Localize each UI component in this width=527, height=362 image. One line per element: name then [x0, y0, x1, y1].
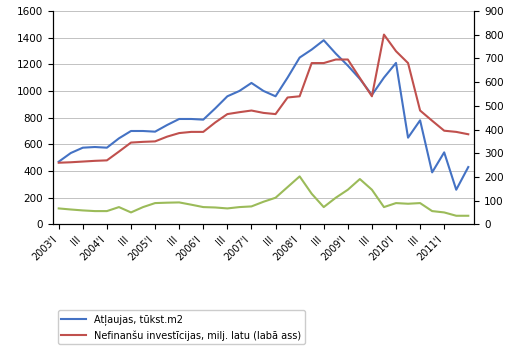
Atļaujas, tūkst.m2 — [140, 129, 146, 133]
Nefinanšu investīcijas, milj. latu (labā ass) — [176, 131, 182, 135]
Nefinanšu investīcijas, milj. latu (labā ass) — [272, 112, 279, 116]
Nefinanšu investīcijas, milj. latu (labā ass) — [116, 150, 122, 154]
Nefinanšu investīcijas, milj. latu (labā ass) — [152, 139, 158, 144]
Nefinanšu investīcijas, milj. latu (labā ass) — [381, 33, 387, 37]
Nefinanšu investīcijas, milj. latu (labā ass) — [212, 120, 219, 125]
Nefinanšu investīcijas, milj. latu (labā ass) — [453, 130, 460, 134]
Atļaujas, tūkst.m2 — [272, 94, 279, 98]
Atļaujas, tūkst.m2 — [176, 117, 182, 121]
Nefinanšu investīcijas, milj. latu (labā ass) — [67, 160, 74, 164]
Atļaujas, tūkst.m2 — [116, 136, 122, 140]
Nefinanšu investīcijas, milj. latu (labā ass) — [285, 95, 291, 100]
Atļaujas, tūkst.m2 — [152, 130, 158, 134]
Nefinanšu investīcijas, milj. latu (labā ass) — [441, 129, 447, 133]
Nefinanšu investīcijas, milj. latu (labā ass) — [248, 108, 255, 113]
Atļaujas, tūkst.m2 — [200, 118, 207, 122]
Nefinanšu investīcijas, milj. latu (labā ass) — [345, 57, 351, 62]
Atļaujas, tūkst.m2 — [320, 38, 327, 42]
Atļaujas, tūkst.m2 — [80, 146, 86, 150]
Atļaujas, tūkst.m2 — [453, 188, 460, 192]
Nefinanšu investīcijas, milj. latu (labā ass) — [128, 140, 134, 145]
Atļaujas, tūkst.m2 — [236, 89, 242, 93]
Atļaujas, tūkst.m2 — [308, 47, 315, 52]
Nefinanšu investīcijas, milj. latu (labā ass) — [369, 94, 375, 98]
Atļaujas, tūkst.m2 — [369, 93, 375, 97]
Nefinanšu investīcijas, milj. latu (labā ass) — [80, 159, 86, 164]
Line: Atļaujas, tūkst.m2: Atļaujas, tūkst.m2 — [58, 40, 469, 190]
Nefinanšu investīcijas, milj. latu (labā ass) — [200, 130, 207, 134]
Nefinanšu investīcijas, milj. latu (labā ass) — [320, 61, 327, 65]
Atļaujas, tūkst.m2 — [224, 94, 230, 98]
Atļaujas, tūkst.m2 — [357, 77, 363, 81]
Atļaujas, tūkst.m2 — [248, 81, 255, 85]
Nefinanšu investīcijas, milj. latu (labā ass) — [405, 61, 411, 65]
Nefinanšu investīcijas, milj. latu (labā ass) — [357, 76, 363, 80]
Atļaujas, tūkst.m2 — [405, 135, 411, 140]
Nefinanšu investīcijas, milj. latu (labā ass) — [140, 140, 146, 144]
Atļaujas, tūkst.m2 — [212, 106, 219, 110]
Atļaujas, tūkst.m2 — [260, 89, 267, 93]
Atļaujas, tūkst.m2 — [333, 51, 339, 56]
Atļaujas, tūkst.m2 — [417, 118, 423, 122]
Legend: Atļaujas, tūkst.m2, Nefinanšu investīcijas, milj. latu (labā ass): Atļaujas, tūkst.m2, Nefinanšu investīcij… — [57, 311, 305, 345]
Atļaujas, tūkst.m2 — [67, 151, 74, 155]
Nefinanšu investīcijas, milj. latu (labā ass) — [308, 61, 315, 65]
Atļaujas, tūkst.m2 — [55, 160, 62, 164]
Nefinanšu investīcijas, milj. latu (labā ass) — [164, 134, 170, 139]
Atļaujas, tūkst.m2 — [92, 145, 98, 149]
Nefinanšu investīcijas, milj. latu (labā ass) — [393, 49, 399, 53]
Atļaujas, tūkst.m2 — [128, 129, 134, 133]
Atļaujas, tūkst.m2 — [429, 170, 435, 174]
Nefinanšu investīcijas, milj. latu (labā ass) — [224, 112, 230, 116]
Nefinanšu investīcijas, milj. latu (labā ass) — [104, 158, 110, 163]
Line: Nefinanšu investīcijas, milj. latu (labā ass): Nefinanšu investīcijas, milj. latu (labā… — [58, 35, 469, 163]
Nefinanšu investīcijas, milj. latu (labā ass) — [92, 159, 98, 163]
Atļaujas, tūkst.m2 — [285, 75, 291, 80]
Atļaujas, tūkst.m2 — [345, 63, 351, 68]
Nefinanšu investīcijas, milj. latu (labā ass) — [417, 108, 423, 113]
Atļaujas, tūkst.m2 — [104, 146, 110, 150]
Atļaujas, tūkst.m2 — [164, 123, 170, 127]
Atļaujas, tūkst.m2 — [465, 165, 472, 169]
Atļaujas, tūkst.m2 — [441, 150, 447, 155]
Atļaujas, tūkst.m2 — [381, 75, 387, 80]
Nefinanšu investīcijas, milj. latu (labā ass) — [297, 94, 303, 98]
Nefinanšu investīcijas, milj. latu (labā ass) — [333, 57, 339, 62]
Nefinanšu investīcijas, milj. latu (labā ass) — [429, 119, 435, 123]
Nefinanšu investīcijas, milj. latu (labā ass) — [465, 132, 472, 136]
Nefinanšu investīcijas, milj. latu (labā ass) — [55, 161, 62, 165]
Nefinanšu investīcijas, milj. latu (labā ass) — [188, 130, 194, 134]
Nefinanšu investīcijas, milj. latu (labā ass) — [236, 110, 242, 114]
Atļaujas, tūkst.m2 — [188, 117, 194, 121]
Atļaujas, tūkst.m2 — [393, 61, 399, 65]
Atļaujas, tūkst.m2 — [297, 55, 303, 60]
Nefinanšu investīcijas, milj. latu (labā ass) — [260, 111, 267, 115]
